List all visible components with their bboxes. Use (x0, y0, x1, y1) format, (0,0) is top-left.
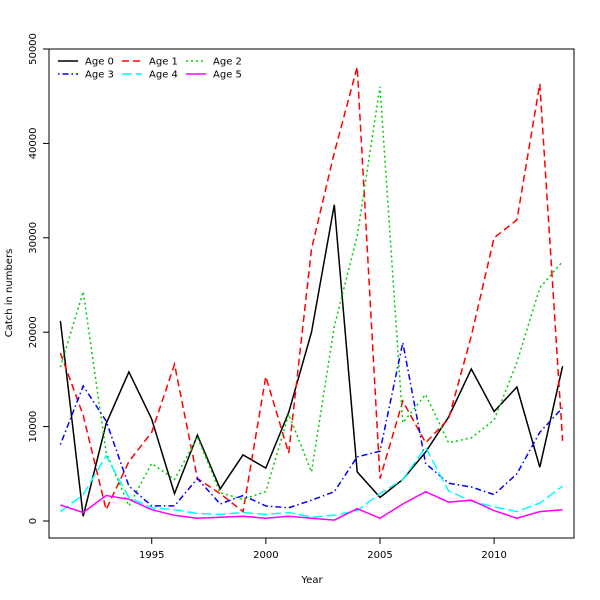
legend-label: Age 3 (85, 70, 114, 81)
series-line-age-5 (60, 490, 563, 521)
series-layer (59, 66, 564, 521)
x-axis: 1995 2000 2005 2010 (139, 537, 507, 561)
x-tick-label: 2000 (253, 550, 278, 561)
y-tick-label: 30000 (28, 222, 39, 254)
legend-label: Age 0 (85, 57, 114, 68)
series-line-age-2 (59, 86, 564, 508)
x-tick-label: 1995 (139, 550, 164, 561)
x-tick-label: 2005 (367, 550, 392, 561)
legend-label: Age 5 (213, 70, 242, 81)
series-line-age-0 (59, 204, 564, 517)
legend-label: Age 2 (213, 57, 242, 68)
y-tick-label: 40000 (28, 127, 39, 159)
legend-label: Age 1 (149, 57, 178, 68)
legend: Age 0 Age 1 Age 2 Age 3 Age 4 Age 5 (58, 57, 242, 81)
y-tick-label: 20000 (28, 316, 39, 348)
series-line-age-1 (59, 66, 564, 513)
legend-label: Age 4 (149, 70, 178, 81)
y-axis: 0 10000 20000 30000 40000 50000 (28, 33, 49, 524)
y-axis-label: Catch in numbers (4, 249, 15, 338)
x-axis-label: Year (300, 575, 323, 586)
series-line-age-3 (59, 342, 564, 509)
x-tick-label: 2010 (481, 550, 506, 561)
y-tick-label: 50000 (28, 33, 39, 65)
y-tick-label: 0 (28, 518, 39, 524)
y-tick-label: 10000 (28, 411, 39, 443)
